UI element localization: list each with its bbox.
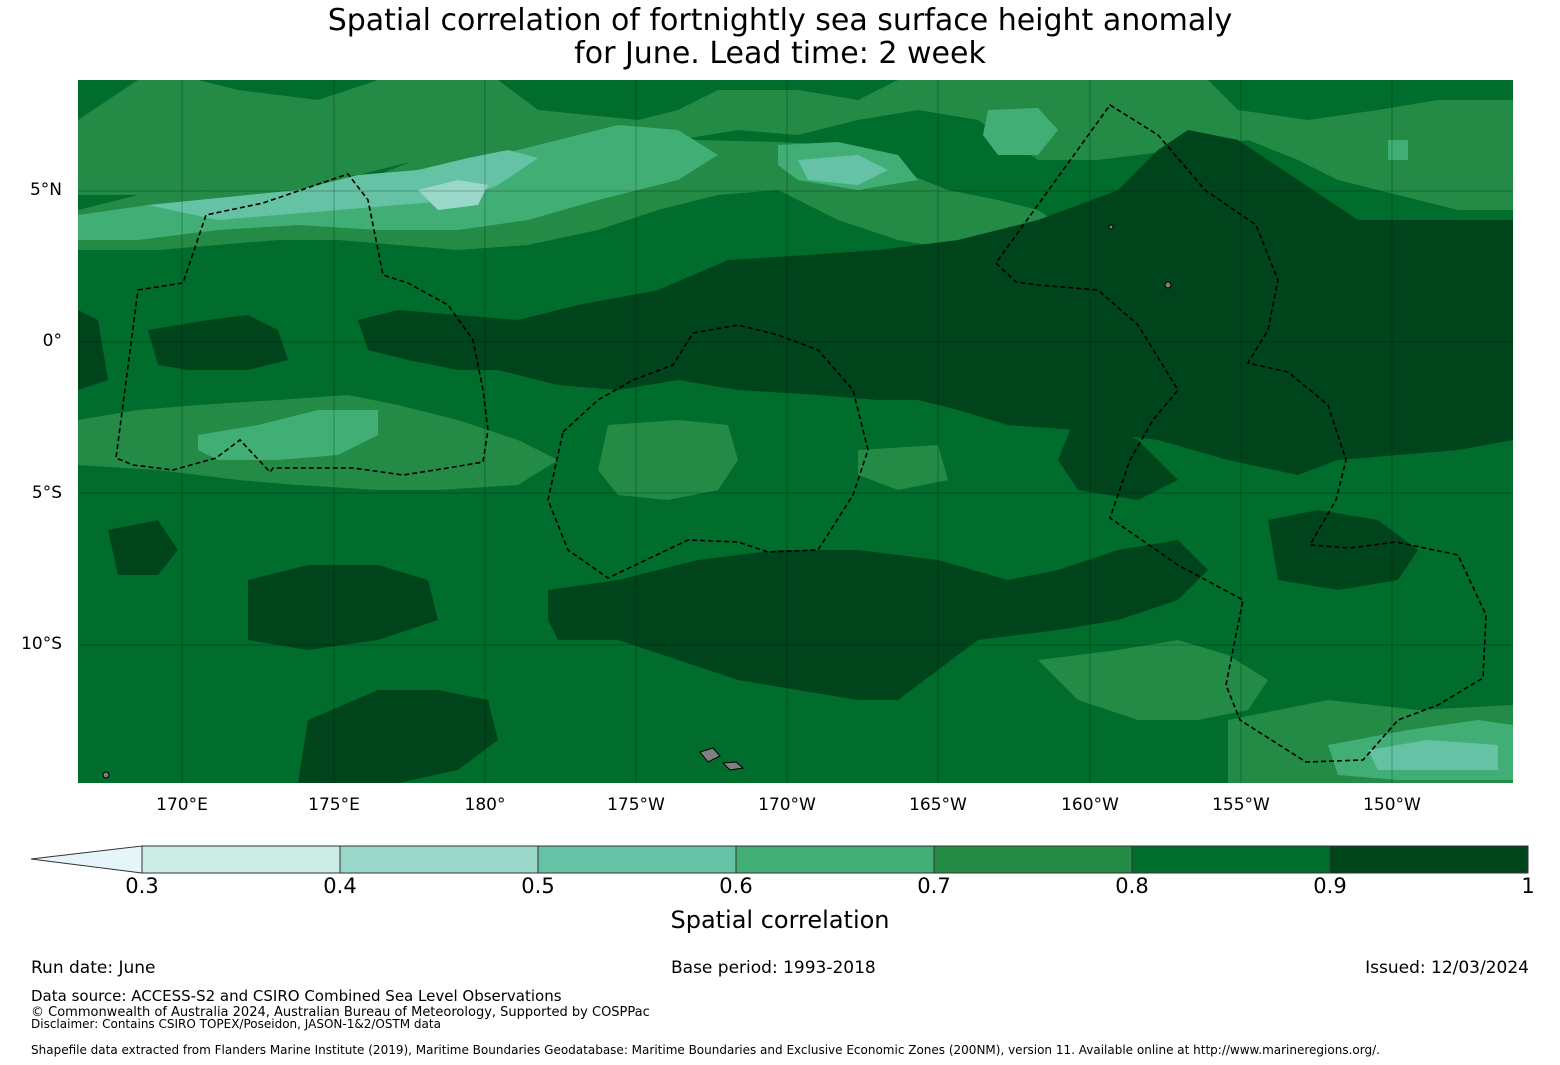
copyright: © Commonwealth of Australia 2024, Austra…	[31, 1005, 650, 1020]
colorbar-tick-0.3: 0.3	[125, 874, 159, 898]
region-0.9-1-south-west-bottom	[298, 690, 498, 783]
lon-label-170w: 170°W	[758, 795, 816, 815]
region-0.9-1-far-southwest	[108, 520, 178, 575]
chart-title-line1: Spatial correlation of fortnightly sea s…	[327, 3, 1233, 38]
lon-label-150w: 150°W	[1363, 795, 1421, 815]
data-source: Data source: ACCESS-S2 and CSIRO Combine…	[31, 987, 562, 1005]
region-0.6-0.7-far-northeast	[1388, 140, 1408, 160]
region-0.9-1-equatorial	[358, 130, 1513, 475]
region-0.7-0.8-south-east	[858, 445, 948, 490]
colorbar-bin-2	[339, 845, 539, 874]
colorbar	[30, 845, 1529, 874]
island-samoa-2	[721, 761, 745, 771]
colorbar-bin-6	[1131, 845, 1331, 874]
colorbar-tick-1: 1	[1521, 874, 1535, 898]
region-0.5-0.6-north	[148, 150, 538, 220]
colorbar-label: Spatial correlation	[670, 906, 890, 934]
lat-label-5s: 5°S	[31, 483, 62, 503]
colorbar-bin-3	[537, 845, 737, 874]
issued-date: Issued: 12/03/2024	[1365, 958, 1529, 978]
region-0.9-1-southwest	[248, 565, 438, 650]
region-0.6-0.7-southwest	[198, 410, 378, 460]
island-kiritimati	[1164, 281, 1172, 289]
correlation-map	[78, 80, 1513, 783]
colorbar-tick-0.9: 0.9	[1313, 874, 1347, 898]
region-0.5-0.6-center-north	[798, 155, 888, 185]
lon-label-175w: 175°W	[607, 795, 665, 815]
islands	[102, 224, 1172, 779]
region-0.7-0.8-top	[78, 80, 1513, 210]
region-0.9-1-south-center	[548, 540, 1208, 700]
lon-label-180: 180°	[464, 795, 506, 815]
run-date: Run date: June	[31, 958, 156, 978]
island-tabuaeran	[1108, 224, 1114, 230]
chart-title-line2: for June. Lead time: 2 week	[574, 36, 986, 71]
eez-boundary-tuvalu	[115, 173, 489, 476]
region-0.9-1-east-patch	[1058, 410, 1178, 500]
lon-label-170e: 170°E	[156, 795, 208, 815]
colorbar-bin-7	[1329, 845, 1529, 874]
island-samoa-1	[699, 747, 721, 763]
region-0.9-1-west-equator	[148, 315, 288, 370]
region-0.9-1-southeast	[1268, 510, 1418, 590]
colorbar-bin-5	[933, 845, 1133, 874]
lon-label-160w: 160°W	[1061, 795, 1119, 815]
region-0.7-0.8-southeast-band	[1038, 640, 1268, 720]
region-0.7-0.8-south-center	[598, 420, 738, 500]
region-0.9-1-west-edge	[78, 310, 108, 390]
lat-label-10s: 10°S	[21, 634, 62, 654]
colorbar-bins	[141, 845, 1529, 874]
lat-label-5n: 5°N	[29, 180, 62, 200]
base-period: Base period: 1993-2018	[671, 958, 876, 978]
region-0.4-0.5-north	[418, 180, 488, 210]
eez-boundaries	[115, 103, 1487, 763]
lon-label-175e: 175°E	[308, 795, 360, 815]
eez-boundary-kiribati-line	[994, 103, 1487, 763]
shapefile-credit: Shapefile data extracted from Flanders M…	[31, 1043, 1380, 1057]
colorbar-bin-1	[141, 845, 341, 874]
eez-boundary-tokelau	[547, 324, 869, 579]
colorbar-bin-4	[735, 845, 935, 874]
colorbar-tick-0.7: 0.7	[917, 874, 951, 898]
colorbar-tick-0.8: 0.8	[1115, 874, 1149, 898]
colorbar-tick-0.4: 0.4	[323, 874, 357, 898]
lon-label-165w: 165°W	[909, 795, 967, 815]
disclaimer: Disclaimer: Contains CSIRO TOPEX/Poseido…	[31, 1017, 441, 1031]
lon-label-155w: 155°W	[1212, 795, 1270, 815]
colorbar-tick-0.6: 0.6	[719, 874, 753, 898]
map-panel[interactable]	[78, 80, 1513, 783]
region-0.6-0.7-northeast	[983, 108, 1058, 155]
region-0.5-0.6-southeast-corner	[1368, 740, 1498, 770]
island-west-bottom	[102, 771, 110, 779]
lat-label-0: 0°	[42, 331, 62, 351]
colorbar-extend-min	[30, 845, 143, 874]
colorbar-tick-0.5: 0.5	[521, 874, 555, 898]
